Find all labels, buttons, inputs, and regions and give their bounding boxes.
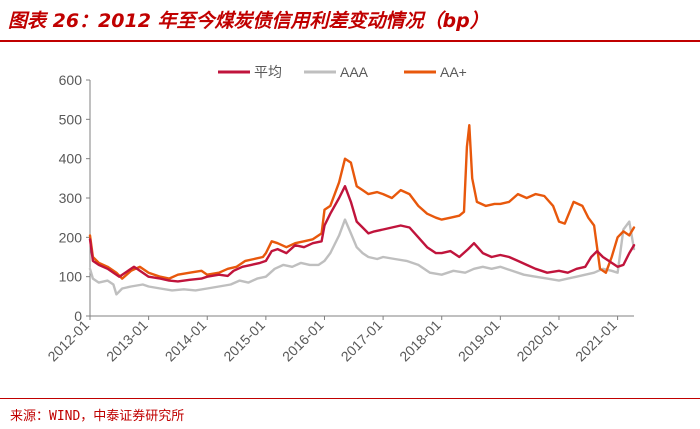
x-tick-label: 2019-01 <box>455 317 503 365</box>
chart-series <box>88 124 636 296</box>
x-tick-label: 2016-01 <box>279 317 327 365</box>
y-tick-label: 400 <box>59 151 83 167</box>
legend-label: AAA <box>340 64 369 80</box>
y-tick-label: 100 <box>59 269 83 285</box>
x-tick-label: 2021-01 <box>572 317 620 365</box>
legend-label: 平均 <box>254 64 282 80</box>
source-note: 来源：WIND，中泰证券研究所 <box>10 409 185 424</box>
series-line-平均 <box>88 185 636 283</box>
y-tick-label: 500 <box>59 111 83 127</box>
chart-title: 图表 26：2012 年至今煤炭债信用利差变动情况（bp） <box>8 10 489 32</box>
x-tick-label: 2020-01 <box>513 317 561 365</box>
chart-axes: 0 100 200 300 400 500 600 2012-01 2013-01 2014-01… <box>44 72 634 364</box>
chart-legend: 平均 AAA AA+ <box>218 64 467 80</box>
y-tick-label: 200 <box>59 229 83 245</box>
series-line-AAA <box>88 218 636 296</box>
y-tick-label: 600 <box>59 72 83 88</box>
x-tick-label: 2012-01 <box>44 317 92 365</box>
x-tick-label: 2018-01 <box>396 317 444 365</box>
title-underline <box>0 40 700 42</box>
x-tick-label: 2017-01 <box>338 317 386 365</box>
y-tick-label: 0 <box>74 308 82 324</box>
x-tick-label: 2013-01 <box>103 317 151 365</box>
y-tick-label: 300 <box>59 190 83 206</box>
line-chart: 0 100 200 300 400 500 600 2012-01 2013-01 2014-01… <box>44 64 636 364</box>
x-tick-label: 2014-01 <box>162 317 210 365</box>
legend-label: AA+ <box>440 64 467 80</box>
source-divider <box>0 398 700 399</box>
series-line-AA+ <box>88 124 636 280</box>
x-tick-label: 2015-01 <box>220 317 268 365</box>
